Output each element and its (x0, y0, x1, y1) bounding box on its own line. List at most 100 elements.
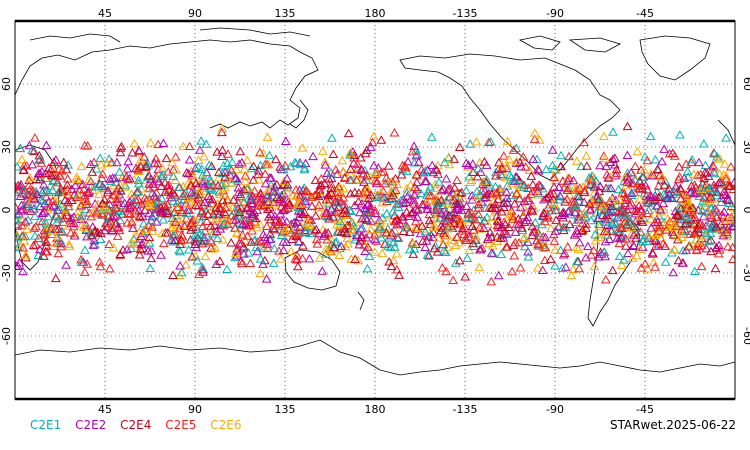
observation-marker (549, 182, 559, 191)
observation-marker (600, 236, 611, 246)
observation-marker (721, 189, 732, 199)
observation-marker (324, 174, 334, 183)
observation-marker (719, 159, 730, 168)
observation-marker (97, 181, 108, 191)
observation-marker (339, 224, 350, 233)
observation-marker (463, 209, 473, 219)
date-stamp: STARwet.2025-06-22 (609, 418, 736, 432)
observation-marker (183, 199, 194, 208)
observation-marker (581, 151, 592, 160)
observation-marker (704, 236, 714, 245)
observation-marker (482, 212, 492, 222)
observation-marker (115, 185, 126, 195)
observation-marker (356, 232, 367, 242)
observation-marker (207, 228, 218, 238)
observation-marker (456, 187, 467, 197)
observation-marker (27, 159, 38, 169)
observation-marker (465, 139, 475, 148)
observation-marker (403, 156, 413, 166)
observation-marker (145, 263, 156, 272)
observation-marker (332, 187, 343, 197)
observation-marker (514, 193, 525, 203)
observation-marker (151, 171, 161, 181)
observation-marker (654, 228, 665, 237)
observation-marker (522, 195, 533, 205)
observation-marker (589, 182, 600, 191)
observation-marker (646, 168, 656, 178)
observation-marker (638, 234, 648, 243)
observation-marker (109, 211, 119, 220)
observation-marker (697, 220, 708, 230)
observation-marker (537, 183, 548, 193)
observation-marker (615, 222, 626, 231)
observation-marker (668, 267, 679, 277)
observation-marker (48, 200, 59, 210)
observation-marker (473, 163, 483, 173)
observation-marker (703, 171, 714, 180)
observation-marker (662, 193, 673, 203)
observation-marker (574, 183, 585, 192)
observation-marker (570, 207, 580, 217)
observation-marker (331, 236, 342, 246)
x-tick-label-bottom: 90 (188, 403, 202, 416)
observation-marker (139, 193, 150, 203)
observation-marker (15, 214, 21, 224)
observation-marker (181, 213, 192, 223)
observation-marker (31, 221, 41, 231)
observation-marker (655, 206, 666, 216)
x-tick-label-top: -90 (546, 7, 564, 20)
observation-marker (360, 213, 371, 222)
observation-marker (262, 132, 273, 141)
observation-marker (585, 205, 596, 215)
observation-markers (15, 121, 735, 286)
observation-marker (346, 224, 357, 234)
observation-marker (37, 196, 48, 205)
observation-marker (686, 180, 697, 190)
observation-marker (579, 208, 590, 217)
observation-marker (276, 253, 286, 263)
observation-marker (104, 199, 115, 208)
observation-marker (22, 224, 32, 233)
observation-marker (234, 207, 245, 216)
observation-marker (621, 177, 632, 186)
observation-marker (634, 194, 645, 203)
observation-marker (282, 180, 293, 189)
observation-marker (127, 217, 137, 226)
observation-marker (255, 254, 266, 263)
observation-marker (276, 230, 287, 240)
observation-marker (71, 172, 82, 181)
y-tick-label-right: -60 (741, 327, 750, 345)
observation-marker (16, 154, 27, 164)
observation-marker (51, 211, 62, 221)
observation-marker (465, 232, 476, 241)
observation-marker (554, 182, 564, 192)
observation-marker (485, 227, 495, 237)
observation-marker (462, 253, 473, 262)
observation-marker (692, 170, 703, 179)
observation-marker (15, 191, 26, 200)
observation-marker (158, 138, 169, 148)
observation-marker (637, 172, 648, 181)
legend: C2E1 C2E2 C2E4 C2E5 C2E6 (30, 418, 251, 432)
observation-marker (263, 198, 274, 208)
y-tick-label-left: 60 (0, 77, 13, 91)
observation-marker (515, 263, 526, 272)
x-tick-label-top: 90 (188, 7, 202, 20)
observation-marker (478, 176, 489, 186)
observation-marker (53, 202, 63, 212)
observation-marker (510, 227, 521, 236)
observation-marker (354, 207, 365, 217)
observation-marker (417, 199, 428, 209)
observation-marker (681, 212, 691, 222)
observation-marker (422, 165, 433, 174)
observation-marker (148, 179, 159, 188)
observation-marker (541, 164, 552, 174)
observation-marker (99, 203, 110, 212)
observation-marker (412, 184, 422, 194)
observation-marker (95, 261, 106, 271)
observation-marker (712, 187, 722, 196)
observation-marker (364, 229, 375, 239)
observation-marker (376, 135, 387, 144)
observation-marker (104, 263, 115, 273)
observation-marker (217, 195, 228, 205)
